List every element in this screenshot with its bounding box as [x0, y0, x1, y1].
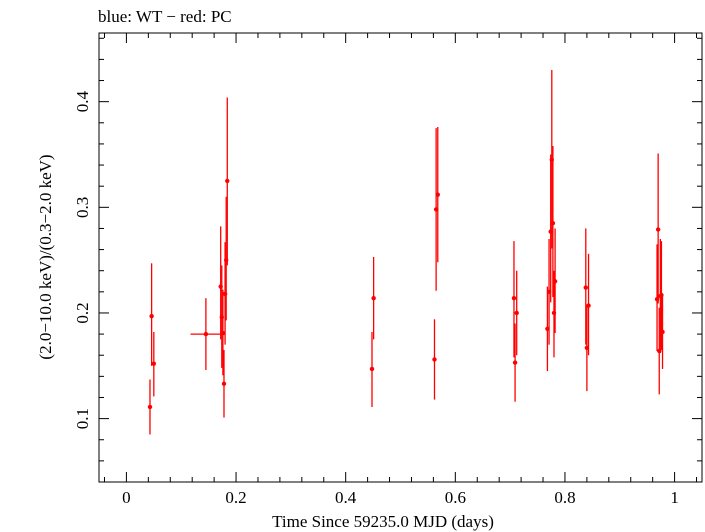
data-point — [586, 253, 591, 356]
data-point — [151, 331, 157, 397]
point-marker — [147, 404, 153, 410]
x-tick-label: 0.8 — [554, 488, 575, 507]
data-point — [660, 295, 665, 369]
point-marker — [655, 227, 661, 232]
data-point — [147, 379, 153, 435]
point-marker — [221, 381, 227, 386]
x-axis-label: Time Since 59235.0 MJD (days) — [272, 512, 494, 531]
point-marker — [225, 178, 230, 184]
point-marker — [369, 366, 375, 372]
data-point — [435, 127, 440, 263]
data-point — [511, 241, 517, 358]
y-axis-label: (2.0−10.0 keV)/(0.3−2.0 keV) — [36, 154, 55, 359]
point-marker — [514, 310, 519, 316]
data-point — [190, 298, 221, 371]
y-tick-label: 0.3 — [73, 197, 92, 218]
plot-frame — [98, 32, 703, 483]
data-point — [655, 153, 661, 304]
data-point — [512, 323, 518, 402]
x-tick-label: 1 — [670, 488, 679, 507]
data-point — [149, 263, 154, 366]
data-point — [552, 228, 558, 334]
point-marker — [586, 303, 591, 308]
point-marker — [550, 220, 556, 226]
data-points — [147, 69, 665, 435]
point-marker — [583, 285, 588, 290]
data-point — [225, 97, 230, 266]
point-marker — [151, 361, 157, 366]
y-tick-label: 0.1 — [73, 408, 92, 429]
data-point — [221, 349, 227, 418]
data-point — [369, 331, 375, 407]
data-point — [550, 146, 556, 298]
data-point — [371, 256, 376, 340]
point-marker — [149, 313, 154, 319]
x-tick-label: 0.6 — [445, 488, 466, 507]
data-point — [583, 228, 588, 345]
point-marker — [511, 295, 517, 301]
data-point — [514, 270, 519, 356]
point-marker — [552, 279, 558, 284]
point-marker — [371, 295, 376, 301]
y-tick-label: 0.2 — [73, 302, 92, 323]
point-marker — [512, 360, 518, 365]
point-marker — [203, 331, 209, 337]
x-tick-label: 0.2 — [225, 488, 246, 507]
point-marker — [660, 329, 665, 335]
x-tick-label: 0.4 — [335, 488, 357, 507]
point-marker — [435, 192, 440, 197]
data-point — [220, 289, 226, 376]
x-tick-label: 0 — [122, 488, 131, 507]
point-marker — [220, 330, 226, 336]
y-tick-label: 0.4 — [73, 91, 92, 113]
data-point — [432, 319, 437, 400]
point-marker — [432, 357, 437, 362]
chart-title: blue: WT − red: PC — [98, 7, 232, 26]
axis-ticks: 0 0.2 0.4 0.6 0.8 1 0.1 0.2 0.3 0.4 — [73, 33, 702, 507]
